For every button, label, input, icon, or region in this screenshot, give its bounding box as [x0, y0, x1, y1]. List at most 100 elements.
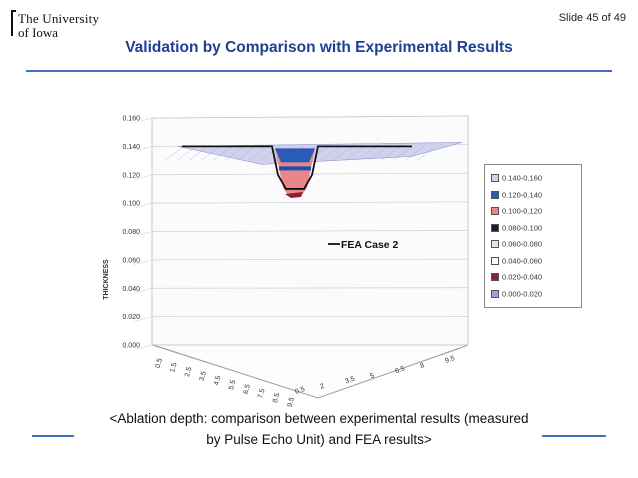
logo-line1: The University	[18, 11, 100, 26]
fea-series-line	[182, 145, 412, 190]
surface-texture	[380, 145, 402, 161]
surface-texture	[248, 145, 270, 161]
fea-case-label: FEA Case 2	[341, 239, 399, 251]
z-gridline	[151, 172, 469, 176]
legend-label: 0.020-0.040	[502, 272, 543, 282]
caption-rule-left	[32, 435, 74, 437]
crater-blue-stripe	[279, 166, 311, 171]
x-tick-label: 7.5	[257, 388, 266, 399]
z-gridline	[151, 115, 469, 119]
z-tick-label: 0.100	[122, 201, 140, 208]
university-logo: The University of Iowa	[10, 8, 130, 42]
x-tick-label: 0.5	[155, 358, 164, 369]
x-tick-label: 4.5	[213, 375, 222, 386]
surface-texture	[332, 145, 354, 161]
surface-texture	[212, 145, 234, 161]
z-axis-label: THICKNESS	[103, 259, 110, 300]
z-tick-label: 0.140	[122, 144, 140, 151]
slide-number: Slide 45 of 49	[558, 12, 626, 24]
z-grid-side	[133, 287, 153, 294]
logo-mark-icon	[11, 10, 16, 36]
surface-plane	[177, 142, 463, 165]
logo-line2: of Iowa	[18, 25, 59, 40]
z-grid-side	[133, 259, 153, 266]
z-gridline	[151, 201, 469, 204]
crater-bottom	[285, 192, 303, 199]
caption-line2: by Pulse Echo Unit) and FEA results>	[206, 432, 432, 447]
legend-label: 0.040-0.060	[502, 256, 543, 266]
legend-swatch	[491, 289, 499, 298]
legend-label: 0.100-0.120	[502, 206, 543, 216]
legend-swatch	[491, 240, 499, 249]
surface-texture	[188, 145, 210, 161]
x-tick-label: 9.5	[287, 397, 296, 408]
surface-texture	[356, 145, 378, 161]
z-grid-side	[133, 117, 153, 124]
z-grid-side	[133, 316, 153, 322]
z-grid-side	[133, 174, 153, 181]
surface-texture	[368, 145, 390, 161]
figure-caption: <Ablation depth: comparison between expe…	[74, 408, 564, 450]
x-tick-label: 5.5	[228, 379, 237, 390]
legend-item: 0.020-0.040	[491, 272, 542, 284]
z-grid-side	[133, 202, 153, 209]
slide-title: Validation by Comparison with Experiment…	[125, 39, 513, 56]
x-tick-label: 2.5	[184, 366, 193, 377]
legend-swatch	[491, 174, 499, 183]
legend-label: 0.140-0.160	[502, 173, 543, 183]
caption-line1: <Ablation depth: comparison between expe…	[109, 411, 529, 426]
z-tick-label: 0.080	[122, 229, 140, 236]
surface-texture	[416, 145, 438, 161]
crater-blue-band	[275, 148, 315, 163]
x-tick-label: 1.5	[169, 362, 178, 373]
z-grid-side	[133, 231, 153, 237]
z-gridline	[151, 258, 469, 261]
surface-texture	[404, 145, 426, 161]
surface-texture	[224, 145, 246, 161]
chart-legend: 0.140-0.160 0.120-0.140 0.100-0.120 0.080-0…	[484, 164, 582, 308]
y-tick-label: 0.5	[294, 386, 306, 396]
floor-edge-right	[317, 344, 469, 399]
floor-edge-left	[151, 344, 319, 399]
z-tick-label: 0.020	[122, 314, 140, 321]
surface-texture	[344, 145, 366, 161]
surface-texture	[392, 145, 414, 161]
legend-item: 0.000-0.020	[491, 289, 542, 301]
y-tick-label: 2	[319, 383, 325, 391]
z-tick-label: 0.000	[122, 343, 140, 350]
legend-item: 0.060-0.080	[491, 239, 542, 251]
legend-swatch	[491, 190, 499, 199]
y-tick-label: 8	[419, 362, 425, 370]
legend-label: 0.120-0.140	[502, 190, 543, 200]
y-tick-label: 6.5	[394, 365, 406, 375]
chart-floor	[151, 344, 469, 399]
legend-label: 0.080-0.100	[502, 223, 543, 233]
y-tick-label: 9.5	[444, 355, 456, 365]
legend-item: 0.120-0.140	[491, 190, 542, 202]
y-tick-label: 3.5	[344, 376, 356, 386]
z-tick-label: 0.060	[122, 257, 140, 264]
surface-texture	[200, 145, 222, 161]
z-gridline	[151, 230, 469, 232]
z-grid-side	[133, 146, 153, 152]
surface-texture	[260, 145, 282, 161]
legend-swatch	[491, 256, 499, 265]
z-tick-label: 0.160	[122, 116, 140, 123]
title-divider	[26, 70, 612, 72]
legend-label: 0.060-0.080	[502, 239, 543, 249]
surface-texture	[164, 145, 186, 161]
legend-item: 0.040-0.060	[491, 256, 542, 268]
z-tick-label: 0.040	[122, 286, 140, 293]
z-grid-side	[133, 344, 153, 351]
x-tick-label: 6.5	[243, 384, 252, 395]
y-tick-label: 5	[369, 372, 375, 380]
surface-texture	[176, 145, 198, 161]
caption-rule-right	[542, 435, 606, 437]
legend-label: 0.000-0.020	[502, 289, 543, 299]
surface-texture	[320, 145, 342, 161]
legend-swatch	[491, 273, 499, 282]
x-tick-label: 3.5	[199, 371, 208, 382]
legend-swatch	[491, 223, 499, 232]
legend-item: 0.140-0.160	[491, 173, 542, 185]
